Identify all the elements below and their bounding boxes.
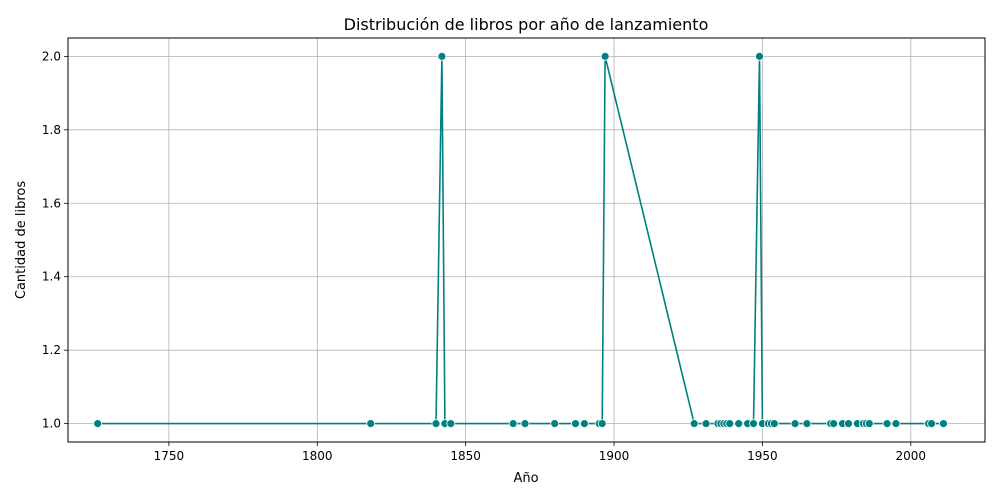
data-point [446,419,456,429]
x-tick-label: 1800 [302,449,333,463]
data-point [597,419,607,429]
y-tick-label: 1.0 [42,417,61,431]
x-tick-label: 1900 [599,449,630,463]
data-point [749,419,758,429]
data-point [864,419,874,429]
data-point [802,419,812,429]
data-point [927,419,936,429]
y-tick-label: 1.2 [42,343,61,357]
data-point [829,419,839,429]
x-axis: 1750 1800 1850 1900 1950 2000 [154,442,926,463]
data-point [882,419,892,429]
data-point [689,419,699,429]
data-point [508,419,518,429]
data-point [571,419,580,429]
x-tick-label: 2000 [896,449,927,463]
data-point [579,419,589,429]
x-tick-label: 1950 [747,449,778,463]
y-tick-label: 1.8 [42,123,61,137]
data-point [844,419,853,429]
data-point [755,51,764,61]
data-point [891,419,901,429]
data-point [93,419,103,429]
y-axis-label: Cantidad de libros [14,181,29,299]
y-axis: 1.0 1.2 1.4 1.6 1.8 2.0 [42,49,68,431]
data-point [701,419,711,429]
plot-frame [67,37,986,443]
data-point [520,419,530,429]
x-axis-label: Año [513,471,538,486]
y-tick-label: 1.4 [42,270,61,284]
series-layer [93,51,948,429]
data-point [600,51,610,61]
data-point [939,419,948,429]
data-point [790,419,800,429]
x-tick-label: 1750 [154,449,185,463]
data-point [437,51,447,61]
data-point [550,419,560,429]
y-tick-label: 1.6 [42,196,61,210]
y-tick-label: 2.0 [42,49,61,63]
data-point [725,419,735,429]
data-point [366,419,376,429]
data-point [431,419,441,429]
data-point [734,419,744,429]
chart-title: Distribución de libros por año de lanzam… [344,15,709,34]
data-point [769,419,779,429]
x-tick-label: 1850 [450,449,481,463]
